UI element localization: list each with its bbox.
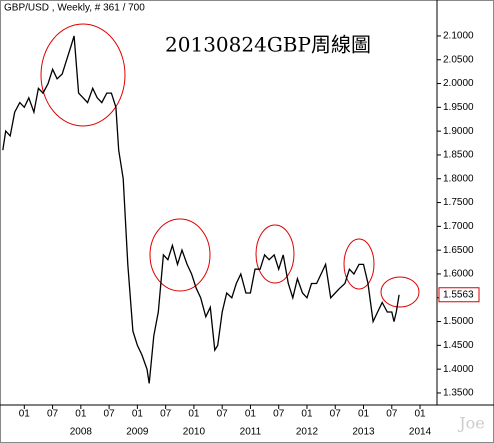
x-tick-label: 01	[188, 409, 200, 420]
year-label: 2012	[296, 427, 319, 438]
y-tick-label: 2.1000	[443, 31, 474, 42]
year-label: 2011	[240, 427, 262, 438]
year-label: 2009	[126, 427, 149, 438]
year-label: 2008	[70, 427, 93, 438]
x-tick-label: 01	[358, 409, 370, 420]
circle	[380, 276, 420, 308]
x-tick-label: 01	[75, 409, 87, 420]
x-tick-label: 07	[104, 409, 116, 420]
last-price-label: 1.5563	[443, 289, 474, 300]
circle	[149, 218, 211, 292]
year-label: 2010	[183, 427, 206, 438]
year-label: 2014	[409, 427, 432, 438]
y-tick-label: 1.6000	[443, 269, 474, 280]
x-tick-label: 01	[414, 409, 426, 420]
y-tick-label: 1.6500	[443, 245, 474, 256]
y-tick-label: 2.0000	[443, 78, 474, 89]
y-tick-label: 1.8500	[443, 150, 474, 161]
y-tick-label: 1.4000	[443, 364, 474, 375]
x-tick-label: 07	[47, 409, 59, 420]
watermark: Joe	[457, 414, 485, 433]
circle	[343, 238, 375, 290]
x-tick-label: 07	[217, 409, 229, 420]
y-tick-label: 1.9500	[443, 102, 474, 113]
y-tick-label: 1.3500	[443, 388, 474, 399]
y-tick-label: 2.0500	[443, 54, 474, 65]
x-tick-label: 07	[273, 409, 285, 420]
x-tick-label: 07	[160, 409, 172, 420]
chart-title: 20130824GBP周線圖	[165, 33, 371, 57]
x-tick-label: 07	[386, 409, 398, 420]
y-tick-label: 1.7500	[443, 197, 474, 208]
x-tick-label: 01	[132, 409, 144, 420]
x-tick-label: 01	[19, 409, 31, 420]
year-label: 2013	[352, 427, 375, 438]
y-tick-label: 1.7000	[443, 221, 474, 232]
y-tick-label: 1.4500	[443, 340, 474, 351]
x-tick-label: 01	[245, 409, 257, 420]
y-tick-label: 1.9000	[443, 126, 474, 137]
circle	[40, 23, 126, 127]
x-tick-label: 07	[330, 409, 342, 420]
annotations	[40, 23, 420, 308]
y-tick-label: 1.8000	[443, 173, 474, 184]
circle	[255, 224, 295, 284]
y-tick-label: 1.5000	[443, 316, 474, 327]
price-line	[2, 35, 400, 384]
header: GBP/USD , Weekly, # 361 / 700	[4, 3, 145, 14]
last-price-box	[438, 287, 480, 303]
x-tick-label: 01	[301, 409, 313, 420]
